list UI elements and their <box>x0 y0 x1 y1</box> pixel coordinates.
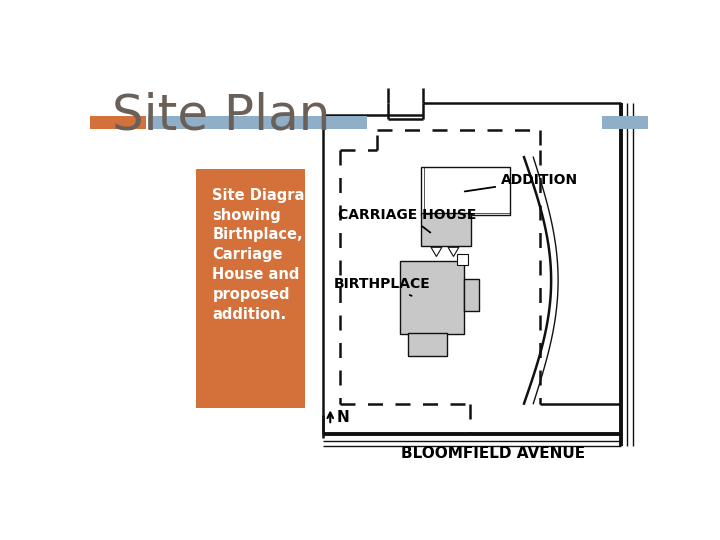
Bar <box>421 167 510 215</box>
Bar <box>457 254 468 265</box>
Polygon shape <box>448 247 459 256</box>
Polygon shape <box>431 247 442 256</box>
Bar <box>90 116 145 130</box>
Text: N: N <box>336 410 349 425</box>
Text: ADDITION: ADDITION <box>464 173 578 192</box>
Text: Site Plan: Site Plan <box>112 92 330 140</box>
Bar <box>196 168 305 408</box>
Bar <box>148 116 366 130</box>
Bar <box>408 333 446 356</box>
Bar <box>421 213 472 246</box>
Bar <box>464 279 479 311</box>
Bar <box>601 116 648 130</box>
Text: BLOOMFIELD AVENUE: BLOOMFIELD AVENUE <box>401 446 585 461</box>
Bar <box>424 167 510 213</box>
Text: BIRTHPLACE: BIRTHPLACE <box>334 277 431 296</box>
Bar <box>400 261 464 334</box>
Text: CARRIAGE HOUSE: CARRIAGE HOUSE <box>338 208 477 233</box>
Text: Site Diagram
showing
Birthplace,
Carriage
House and
proposed
addition.: Site Diagram showing Birthplace, Carriag… <box>212 188 320 322</box>
